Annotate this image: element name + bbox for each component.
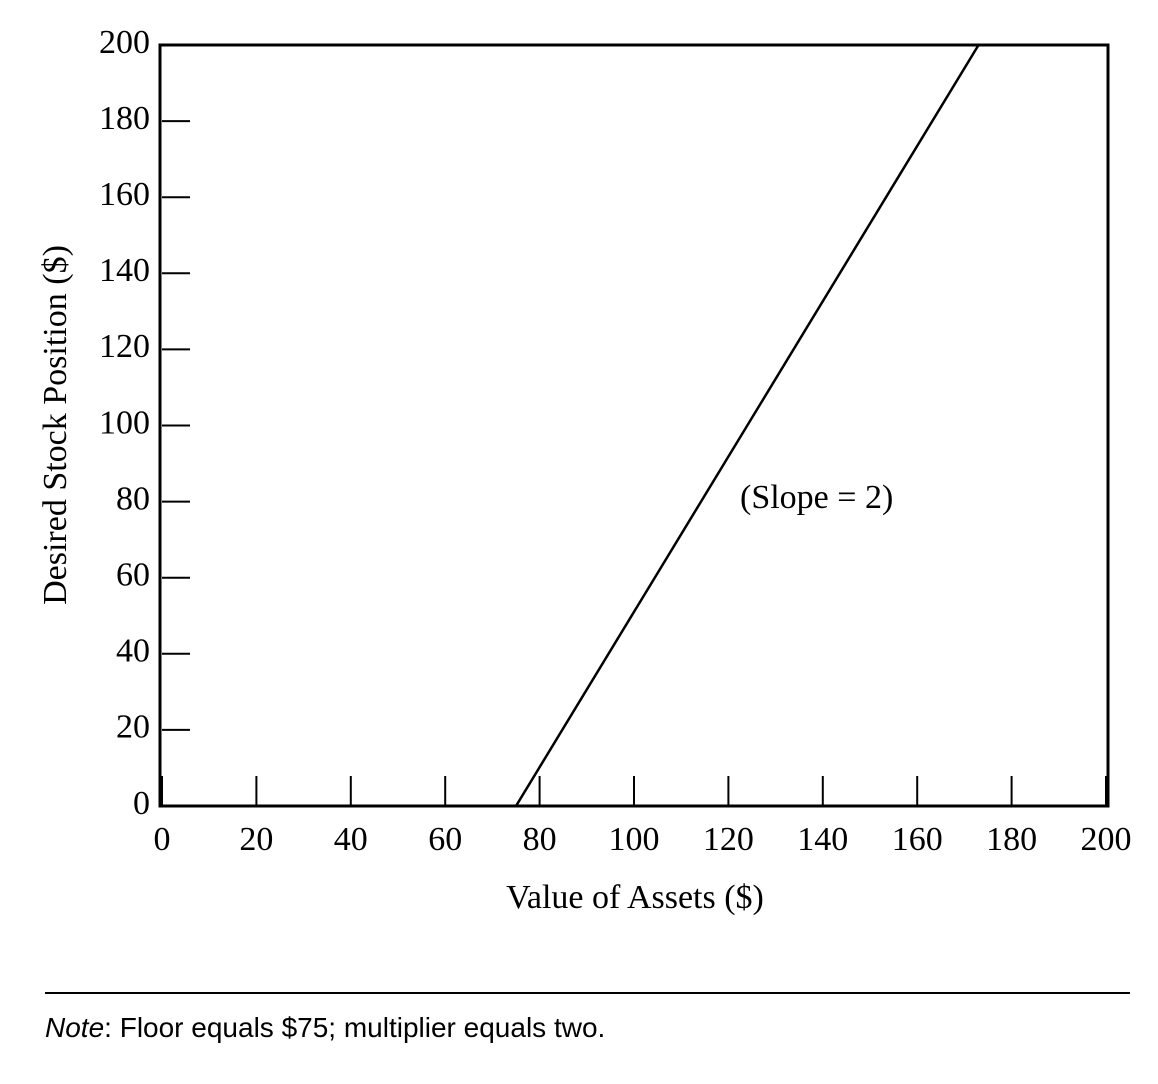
y-tick-label: 100 <box>99 404 150 441</box>
note-label: Note <box>45 1012 104 1043</box>
y-tick-label: 180 <box>99 100 150 137</box>
y-tick-label: 40 <box>116 633 150 670</box>
x-tick-label: 140 <box>797 821 848 858</box>
y-tick-label: 60 <box>116 556 150 593</box>
x-tick-label: 120 <box>703 821 754 858</box>
x-tick-label: 160 <box>892 821 943 858</box>
y-tick-label: 20 <box>116 709 150 746</box>
line <box>162 44 980 808</box>
x-tick-label: 0 <box>154 821 171 858</box>
x-tick-label: 40 <box>334 821 368 858</box>
x-tick-label: 180 <box>986 821 1037 858</box>
y-tick-label: 120 <box>99 328 150 365</box>
note-text: : Floor equals $75; multiplier equals tw… <box>104 1012 605 1043</box>
y-tick-label: 200 <box>99 24 150 61</box>
x-axis-title: Value of Assets ($) <box>506 879 764 916</box>
y-tick-label: 160 <box>99 176 150 213</box>
x-tick-label: 200 <box>1081 821 1132 858</box>
y-axis-title: Desired Stock Position ($) <box>37 245 74 605</box>
x-tick-label: 20 <box>239 821 273 858</box>
x-tick-label: 60 <box>428 821 462 858</box>
y-tick-label: 0 <box>133 785 150 822</box>
x-tick-label: 80 <box>523 821 557 858</box>
x-tick-label: 100 <box>609 821 660 858</box>
annotation: (Slope = 2) <box>740 479 893 516</box>
y-tick-label: 140 <box>99 252 150 289</box>
y-tick-label: 80 <box>116 480 150 517</box>
note: Note: Floor equals $75; multiplier equal… <box>45 1012 605 1043</box>
plot-frame <box>158 43 1110 808</box>
